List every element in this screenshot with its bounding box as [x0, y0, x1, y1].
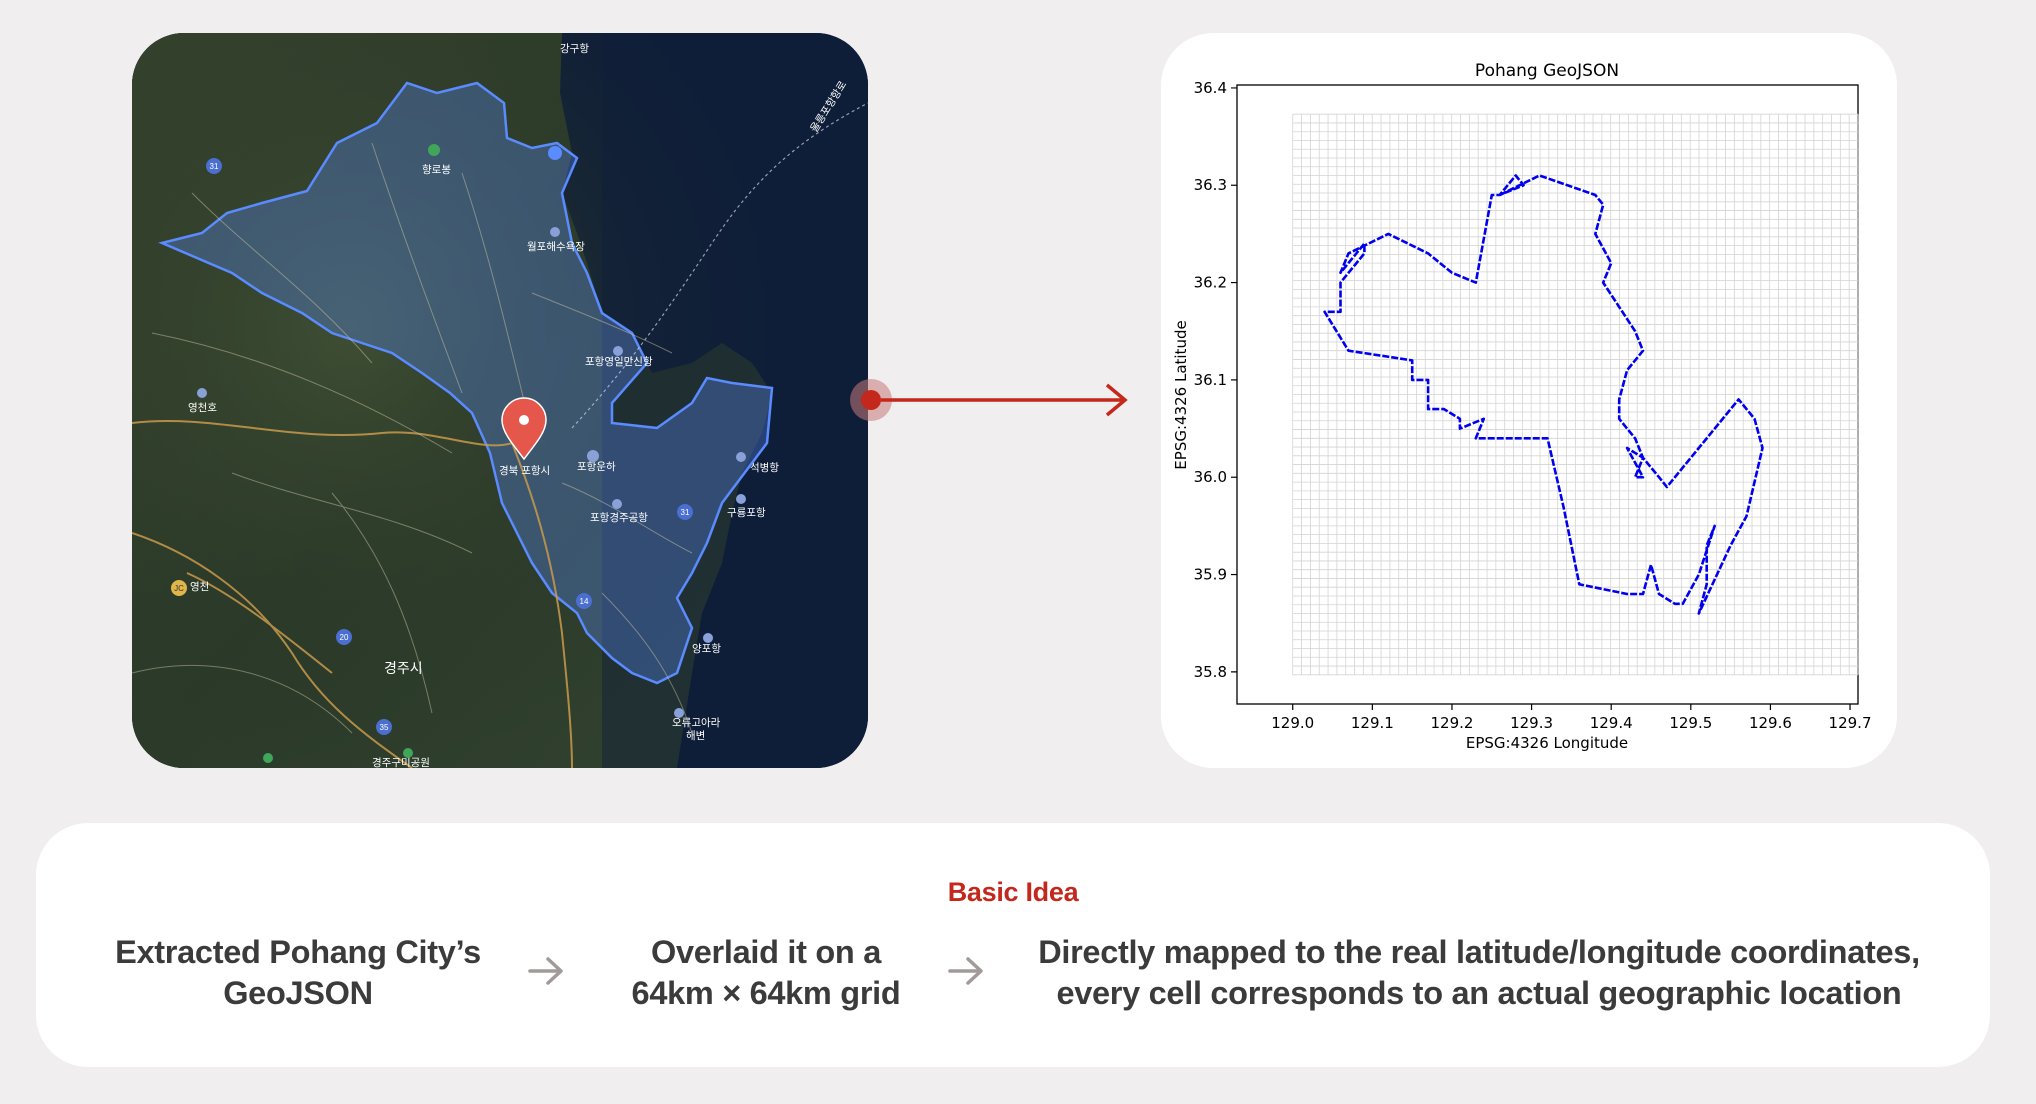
y-tick-label: 36.3	[1194, 176, 1227, 194]
map-to-chart-arrow	[845, 365, 1135, 435]
x-axis-label: EPSG:4326 Longitude	[1466, 734, 1628, 752]
satellite-map-card: 강구항 향로봉 월포해수욕장 포항영일만신항 영천호 경북 포항시 포항운하 석…	[132, 33, 868, 768]
y-axis-label: EPSG:4326 Latitude	[1172, 320, 1190, 469]
port-icon	[613, 346, 623, 356]
label-guryongpo: 구룡포항	[727, 507, 766, 519]
label-hyangnobong: 향로봉	[422, 164, 451, 176]
step-mapping-line1: Directly mapped to the real latitude/lon…	[1038, 934, 1920, 970]
x-tick-label: 129.7	[1829, 714, 1872, 732]
x-tick-label: 129.2	[1430, 714, 1473, 732]
label-oryugo: 오류고아라	[672, 717, 721, 729]
pohang-geojson-chart: 129.0 129.1 129.2 129.3 129.4 129.5 129.6 129.7…	[1172, 61, 1872, 752]
beach-icon	[550, 227, 560, 237]
road-31-shield-a: 31	[210, 162, 219, 171]
road-20-shield: 20	[340, 633, 349, 642]
label-pohang-canal: 포항운하	[577, 460, 616, 473]
beach-icon	[674, 708, 684, 718]
y-tick-label: 36.2	[1194, 274, 1227, 292]
step-overlay-line2: 64km × 64km grid	[631, 975, 901, 1011]
x-tick-label: 129.3	[1510, 714, 1553, 732]
idea-title: Basic Idea	[947, 877, 1079, 907]
label-pohang-city: 경북 포항시	[499, 464, 550, 477]
location-pin-icon	[501, 397, 547, 461]
arrow-head-icon	[1105, 383, 1128, 417]
label-pohang-yeongil: 포항영일만신항	[585, 355, 653, 368]
chart-title: Pohang GeoJSON	[1475, 61, 1619, 81]
road-31-shield-b: 31	[681, 508, 690, 517]
road-shields: 31 31 14 20 35 JC	[171, 158, 693, 735]
label-gyeongju-bottom: 경주구미공원	[372, 756, 430, 768]
canal-icon	[587, 450, 599, 462]
minor-roads	[132, 142, 693, 734]
label-pohang-airport: 포항경주공항	[590, 511, 648, 524]
park-icon	[428, 144, 440, 156]
label-wolpo: 월포해수욕장	[527, 240, 585, 253]
step-extract-line2: GeoJSON	[223, 975, 373, 1011]
label-yeongcheon: 영천	[190, 581, 209, 593]
label-seokbyeong: 석병항	[750, 462, 779, 474]
label-gangguhang: 강구항	[560, 43, 589, 55]
geojson-chart-card: 129.0 129.1 129.2 129.3 129.4 129.5 129.6 129.7…	[1161, 33, 1897, 768]
step-mapping-line2: every cell corresponds to an actual geog…	[1056, 975, 1902, 1011]
step-arrow-icon	[948, 957, 983, 985]
label-yangpo: 양포항	[692, 643, 721, 655]
y-tick-label: 36.1	[1194, 371, 1227, 389]
step-extract: Extracted Pohang City’s GeoJSON	[106, 932, 490, 1014]
port-icon	[703, 633, 713, 643]
port-icon	[736, 494, 746, 504]
label-yeongcheonho: 영천호	[188, 402, 217, 414]
road-jc-shield: JC	[174, 584, 184, 593]
step-overlay-line1: Overlaid it on a	[651, 934, 881, 970]
label-gyeongju: 경주시	[384, 660, 423, 676]
x-tick-label: 129.1	[1351, 714, 1394, 732]
y-tick-label: 35.9	[1194, 566, 1227, 584]
step-arrow-icon	[528, 957, 563, 985]
step-mapping: Directly mapped to the real latitude/lon…	[1026, 932, 1932, 1014]
y-tick-label: 35.8	[1194, 663, 1227, 681]
label-haebyeon: 해변	[686, 729, 705, 742]
step-extract-line1: Extracted Pohang City’s	[115, 934, 481, 970]
lake-icon	[197, 388, 207, 398]
road-14-shield: 14	[580, 597, 589, 606]
port-icon	[548, 146, 562, 160]
park-icon	[403, 748, 413, 758]
x-tick-label: 129.0	[1271, 714, 1314, 732]
place-labels: 강구항 향로봉 월포해수욕장 포항영일만신항 영천호 경북 포항시 포항운하 석…	[188, 43, 849, 768]
step-overlay: Overlaid it on a 64km × 64km grid	[596, 932, 936, 1014]
road-35-shield: 35	[380, 723, 389, 732]
grid-lines	[1292, 113, 1859, 676]
x-axis-ticks: 129.0 129.1 129.2 129.3 129.4 129.5 129.6 129.7	[1271, 704, 1872, 732]
airport-icon	[612, 499, 622, 509]
arrow-origin-dot	[861, 390, 881, 410]
series-layer	[1323, 174, 1764, 615]
port-icon	[736, 452, 746, 462]
major-roads	[132, 420, 573, 768]
y-tick-label: 36.4	[1194, 79, 1227, 97]
x-tick-label: 129.4	[1590, 714, 1633, 732]
pohang-boundary-line	[1323, 174, 1764, 615]
park-icon	[263, 753, 273, 763]
basic-idea-card: Basic Idea Extracted Pohang City’s GeoJS…	[36, 823, 1990, 1067]
pohang-region-highlight	[158, 81, 774, 685]
y-axis-ticks: 35.8 35.9 36.0 36.1 36.2 36.3 36.4	[1194, 79, 1237, 681]
satellite-map: 강구항 향로봉 월포해수욕장 포항영일만신항 영천호 경북 포항시 포항운하 석…	[132, 33, 868, 768]
y-tick-label: 36.0	[1194, 468, 1227, 486]
x-tick-label: 129.6	[1749, 714, 1792, 732]
poi-dots	[197, 144, 746, 763]
x-tick-label: 129.5	[1669, 714, 1712, 732]
grid-64x64	[1292, 113, 1859, 676]
